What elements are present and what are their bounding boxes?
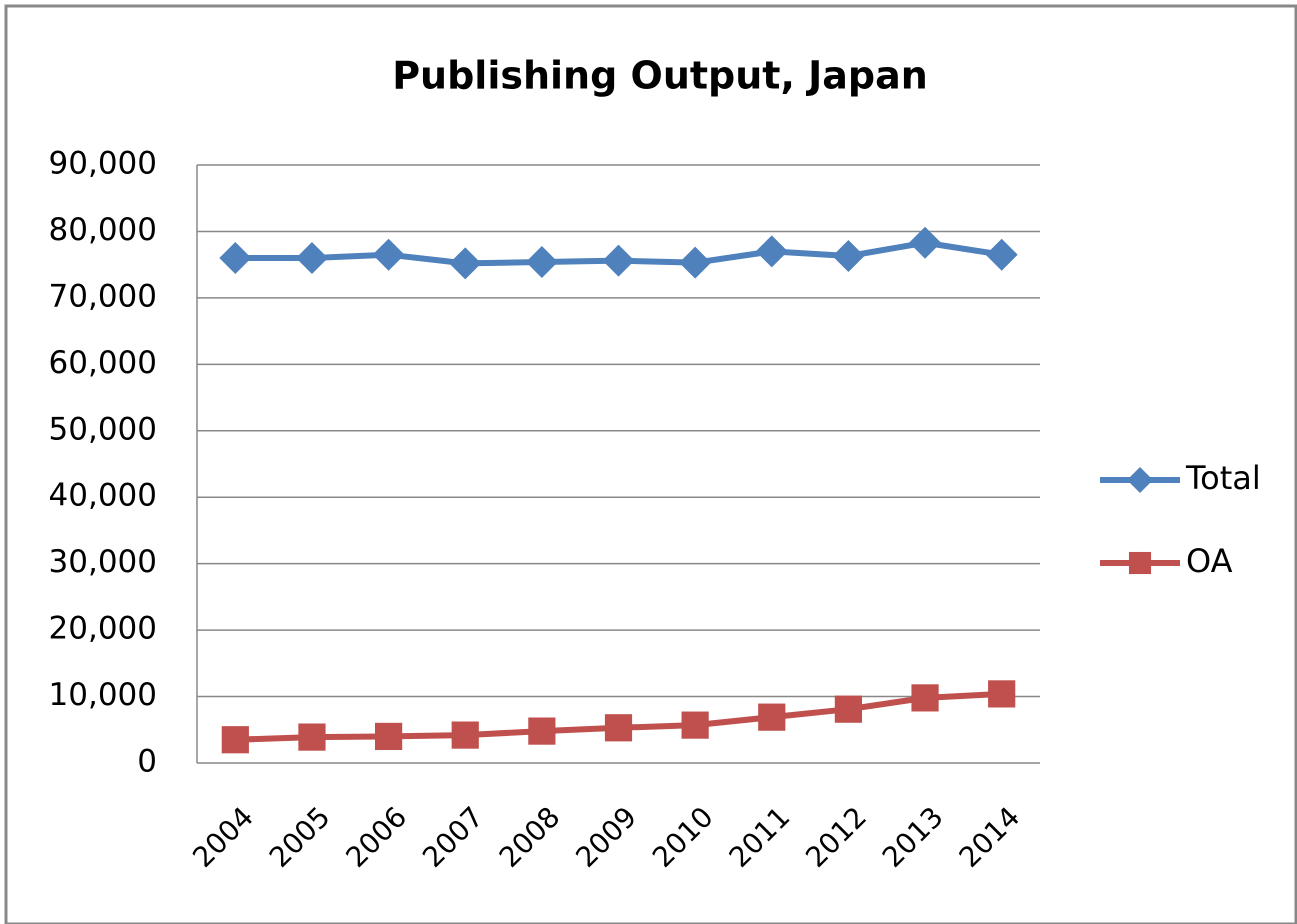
y-tick-label: 30,000 — [49, 544, 157, 580]
data-point — [451, 721, 479, 749]
y-tick-label: 0 — [137, 744, 157, 780]
data-point — [221, 726, 249, 754]
y-tick-label: 50,000 — [49, 411, 157, 447]
legend-label: OA — [1186, 542, 1233, 580]
data-point — [374, 722, 403, 751]
data-point — [679, 246, 712, 279]
data-point — [681, 711, 709, 739]
y-tick-label: 40,000 — [49, 478, 157, 514]
chart-frame — [4, 4, 1297, 924]
data-point — [528, 717, 556, 745]
data-point — [832, 240, 865, 273]
data-point — [834, 695, 863, 723]
legend-label: Total — [1185, 459, 1261, 497]
legend-marker — [1127, 467, 1153, 493]
data-point — [911, 684, 939, 712]
y-tick-label: 20,000 — [49, 611, 157, 647]
data-point — [602, 244, 635, 277]
data-point — [758, 703, 786, 731]
y-tick-label: 80,000 — [49, 212, 157, 248]
data-point — [985, 238, 1018, 271]
chart-title: Publishing Output, Japan — [392, 54, 928, 98]
data-point — [298, 723, 326, 751]
y-tick-label: 10,000 — [49, 677, 157, 713]
data-point — [909, 226, 942, 259]
legend-marker — [1128, 551, 1152, 575]
data-point — [295, 242, 328, 275]
y-tick-label: 60,000 — [49, 345, 157, 381]
data-point — [219, 242, 252, 275]
data-point — [755, 235, 788, 268]
data-point — [604, 714, 633, 742]
data-point — [449, 247, 482, 280]
data-point — [525, 246, 558, 279]
data-point — [988, 680, 1016, 708]
y-tick-label: 90,000 — [49, 146, 157, 182]
data-point — [372, 238, 405, 271]
y-tick-label: 70,000 — [49, 278, 157, 314]
